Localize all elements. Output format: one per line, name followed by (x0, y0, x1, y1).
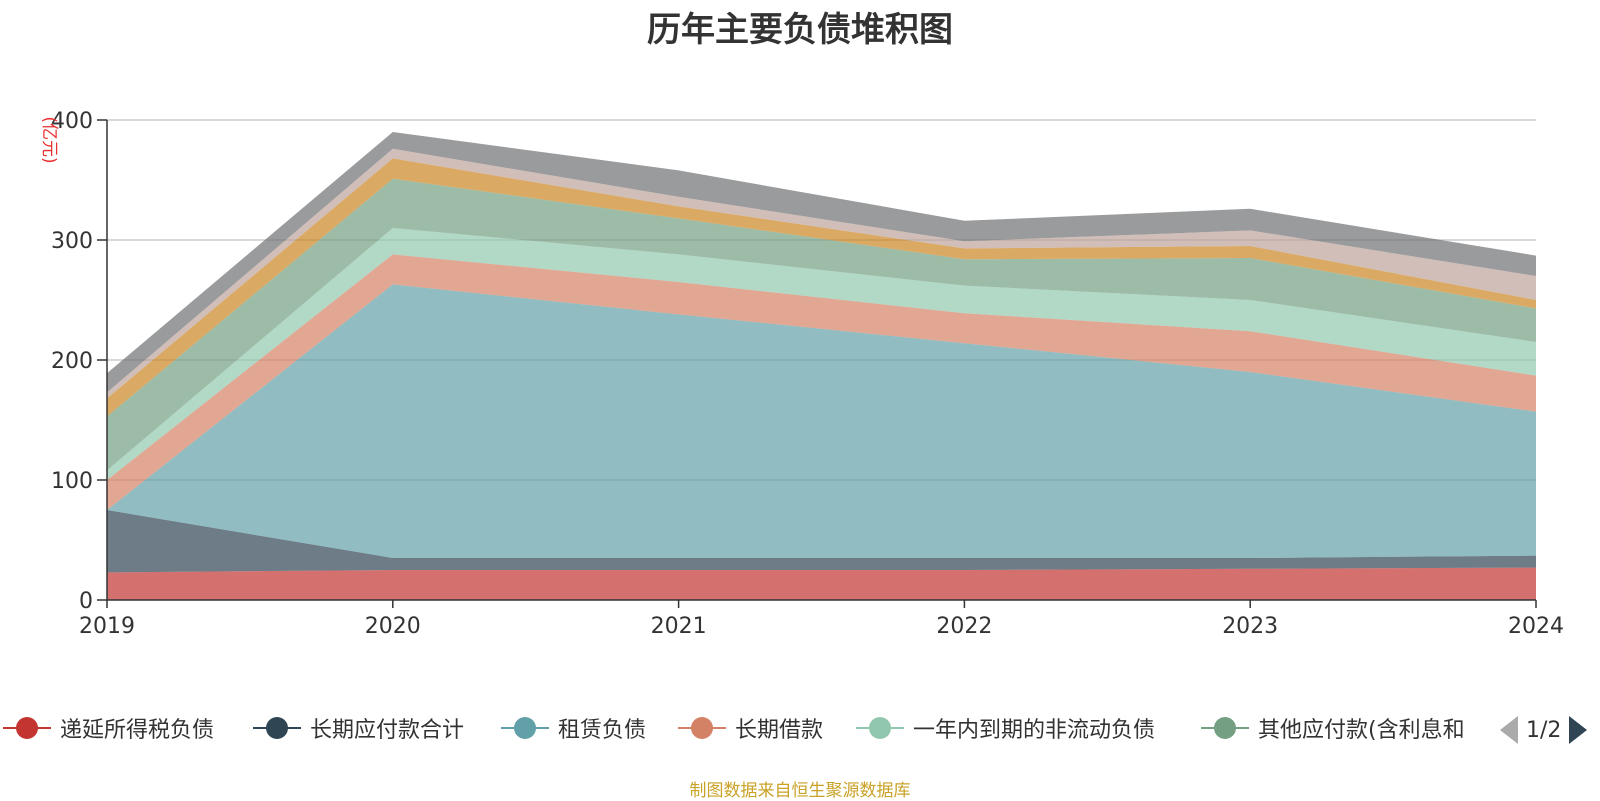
legend-label: 递延所得税负债 (60, 718, 215, 743)
y-tick-label: 0 (79, 589, 93, 614)
legend-label: 长期借款 (735, 718, 824, 743)
x-tick-label: 2021 (651, 614, 707, 639)
legend-label: 一年内到期的非流动负债 (913, 718, 1156, 743)
legend-prev-page-icon[interactable] (1500, 716, 1518, 744)
area-series-0[interactable] (107, 567, 1536, 600)
legend-marker-icon (498, 712, 552, 744)
area-series-1[interactable] (107, 510, 1536, 573)
area-series-3[interactable] (107, 254, 1536, 510)
y-tick-label: 400 (51, 109, 93, 134)
x-tick-label: 2022 (936, 614, 992, 639)
legend-marker-icon (675, 712, 729, 744)
stacked-area-chart: 0 100 200 300 400 2019 2020 2021 2022 2023 2024 (亿… (39, 109, 1564, 639)
area-series-2[interactable] (107, 284, 1536, 558)
data-source-note: 制图数据来自恒生聚源数据库 (689, 781, 911, 801)
legend-marker-icon (853, 712, 907, 744)
y-tick-label: 200 (51, 349, 93, 374)
legend-item[interactable]: 递延所得税负债 (0, 712, 214, 744)
legend-label: 其他应付款(含利息和 (1258, 718, 1465, 743)
legend-item[interactable]: 长期借款 (675, 712, 823, 744)
legend-pager: 1/2 (1500, 714, 1588, 746)
chart-legend: 递延所得税负债 长期应付款合计 租赁负债 长期借款 一年内到期的非流动负债 其他应付款(含… (0, 712, 1600, 744)
legend-label: 租赁负债 (558, 718, 647, 743)
legend-item[interactable]: 租赁负债 (498, 712, 646, 744)
legend-item[interactable]: 其他应付款(含利息和 (1198, 712, 1465, 744)
legend-item[interactable]: 长期应付款合计 (250, 712, 464, 744)
legend-next-page-icon[interactable] (1569, 716, 1588, 744)
legend-marker-icon (0, 712, 54, 744)
area-series-4[interactable] (107, 228, 1536, 480)
y-tick-label: 100 (51, 469, 93, 494)
legend-marker-icon (1198, 712, 1252, 744)
legend-page-indicator: 1/2 (1526, 717, 1562, 743)
x-tick-label: 2024 (1508, 614, 1564, 639)
axes: 0 100 200 300 400 2019 2020 2021 2022 2023 2024 (51, 109, 1564, 639)
area-series (107, 132, 1536, 600)
legend-item[interactable]: 一年内到期的非流动负债 (853, 712, 1155, 744)
legend-marker-icon (250, 712, 304, 744)
legend-label: 长期应付款合计 (310, 718, 465, 743)
x-tick-label: 2019 (79, 614, 135, 639)
chart-title: 历年主要负债堆积图 (647, 10, 953, 50)
y-axis-unit-label: (亿元) (39, 116, 59, 163)
x-tick-label: 2020 (365, 614, 421, 639)
y-tick-label: 300 (51, 229, 93, 254)
x-tick-label: 2023 (1222, 614, 1278, 639)
